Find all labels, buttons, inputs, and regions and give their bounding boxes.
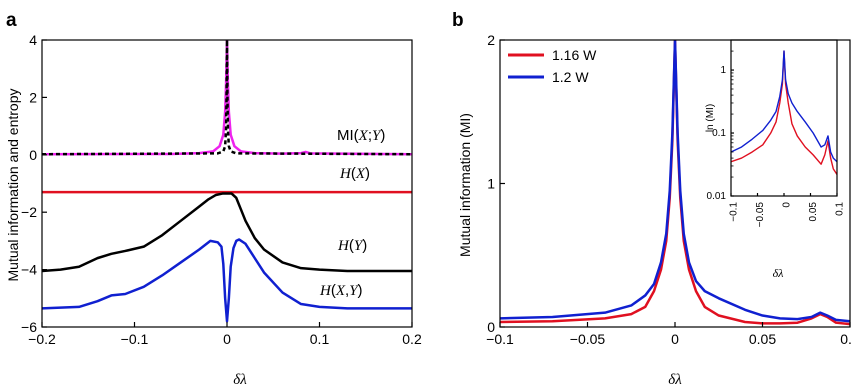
inset-y-tick-label: 1 [720,65,726,76]
panel-b-series-line-1 [500,40,850,323]
annotation-h-y: H(Y) [337,237,367,254]
panel-b-legend: 1.16 W 1.2 W [508,47,597,85]
panel-a-x-axis-label: δλ [233,372,247,388]
legend-label-1-16w: 1.16 W [552,47,597,63]
panel-a-label: a [6,10,17,31]
inset-series-group [731,50,837,175]
panel-a-y-tick-label: −4 [21,262,37,278]
panel-b-label: b [452,10,464,31]
inset-x-tick-label: −0.1 [729,202,740,222]
inset-x-tick-label: 0 [782,202,793,208]
panel-a-x-tick-label: −0.1 [121,331,149,347]
inset-series-line-1 [731,50,837,163]
panel-b-series-line-0 [500,40,850,326]
panel-b-y-tick-label: 2 [487,32,495,48]
panel-a-y-tick-label: 4 [29,32,37,48]
panel-a-x-tick-label: −0.2 [28,331,56,347]
inset-x-tick-label: 0.05 [808,202,819,222]
panel-b-series-group [500,40,850,326]
panel-a-y-tick-label: −2 [21,204,37,220]
panel-a-series-line-1 [42,192,412,273]
annotation-h-xy: H(X,Y) [319,282,363,299]
annotation-mi-xy: MI(X;Y) [337,127,385,144]
panel-a-y-tick-label: 2 [29,89,37,105]
panel-b: b Mutual information (MI) δλ −0.1 −0.05 0 0… [452,10,852,388]
panel-b-x-tick-label: 0.05 [749,331,776,347]
panel-a-y-axis-label: Mutual information and entropy [5,89,21,282]
inset-x-tick-label: 0.1 [835,202,846,216]
panel-a-x-tick-label: 0.2 [402,331,422,347]
legend-label-1-2w: 1.2 W [552,69,589,85]
panel-a-series-group [42,40,412,323]
panel-b-y-tick-label: 0 [487,319,495,335]
inset-series-line-0 [731,50,837,175]
panel-b-x-tick-label: −0.1 [486,331,514,347]
panel-a-x-tick-label: 0.1 [310,331,330,347]
panel-b-inset: ln (MI) δλ −0.1 −0.05 0 0.05 0.1 0.01 0.1 1 [705,39,846,280]
panel-b-x-tick-label: −0.05 [570,331,606,347]
panel-a-x-tick-label: 0 [223,331,231,347]
panel-b-y-tick-label: 1 [487,176,495,192]
panel-a-series-line-2 [42,238,412,323]
inset-x-axis-label: δλ [773,266,784,280]
panel-a-y-tick-label: −6 [21,319,37,335]
panel-b-y-axis-label: Mutual information (MI) [457,113,473,257]
panel-a-plot-area: −0.2 −0.1 0 0.1 0.2 −6 −4 −2 0 2 4 [21,32,422,347]
inset-y-tick-label: 0.1 [712,128,726,139]
panel-b-x-tick-label: 0 [671,331,679,347]
panel-a: a Mutual information and entropy δλ −0.2… [5,10,422,388]
inset-x-tick-label: −0.05 [755,202,766,228]
panel-b-x-axis-label: δλ [668,372,682,388]
inset-plot-area: −0.1 −0.05 0 0.05 0.1 0.01 0.1 1 [707,39,846,228]
inset-y-tick-label: 0.01 [707,191,727,202]
annotation-h-x: H(X) [339,165,370,182]
panel-b-plot-area: −0.1 −0.05 0 0.05 0.1 0 1 2 [486,32,852,347]
inset-y-axis-label: ln (MI) [705,104,716,132]
panel-b-x-tick-label: 0.1 [840,331,852,347]
panel-a-y-tick-label: 0 [29,147,37,163]
